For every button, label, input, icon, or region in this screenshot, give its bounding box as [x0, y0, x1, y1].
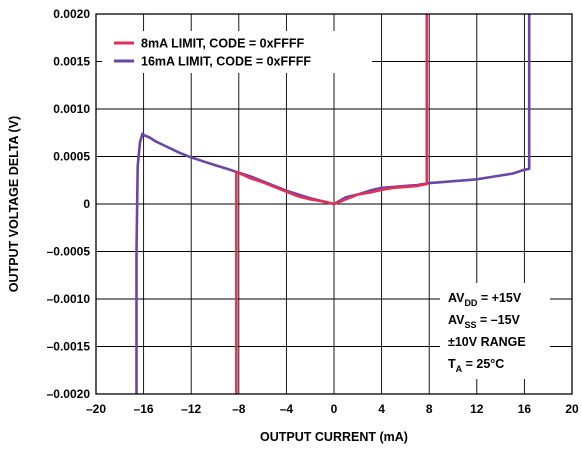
legend-label-16ma: 16mA LIMIT, CODE = 0xFFFF [141, 55, 311, 69]
x-tick-label: 16 [518, 402, 532, 416]
y-tick-label: 0.0005 [53, 150, 90, 164]
y-tick-label: –0.0020 [47, 387, 91, 401]
y-tick-label: –0.0005 [47, 245, 91, 259]
x-tick-label: 4 [378, 402, 385, 416]
conditions-box: AVDD = +15V AVSS = –15V ±10V RANGE TA = 25°… [440, 283, 550, 379]
series-lines [135, 14, 531, 394]
x-tick-labels: –20 –16 –12 –8 –4 0 4 8 12 16 20 [86, 402, 579, 416]
condition-line: AVDD = +15V [448, 291, 522, 308]
series-line-0 [235, 14, 429, 394]
x-tick-label: 8 [426, 402, 433, 416]
condition-line: TA = 25°C [448, 357, 504, 374]
conditions-background [440, 283, 550, 379]
y-tick-labels: 0.0020 0.0015 0.0010 0.0005 0 –0.0005 –0.0010 –… [47, 7, 91, 401]
legend: 8mA LIMIT, CODE = 0xFFFF 16mA LIMIT, COD… [102, 31, 372, 73]
plot-frame [95, 13, 573, 395]
x-tick-label: –8 [232, 402, 246, 416]
condition-line: AVSS = –15V [448, 313, 521, 330]
y-axis-label: OUTPUT VOLTAGE DELTA (V) [7, 116, 21, 292]
legend-box [102, 31, 372, 73]
y-tick-label: 0.0015 [53, 55, 90, 69]
y-tick-label: 0 [83, 197, 90, 211]
x-tick-label: 20 [565, 402, 579, 416]
y-tick-label: 0.0010 [53, 102, 90, 116]
legend-label-8ma: 8mA LIMIT, CODE = 0xFFFF [141, 37, 304, 51]
x-tick-label: –4 [280, 402, 294, 416]
x-tick-label: 12 [470, 402, 484, 416]
x-tick-label: 0 [331, 402, 338, 416]
x-tick-label: –12 [181, 402, 201, 416]
x-tick-label: –20 [86, 402, 106, 416]
y-tick-label: 0.0020 [53, 7, 90, 21]
x-tick-label: –16 [134, 402, 154, 416]
y-tick-label: –0.0010 [47, 292, 91, 306]
x-axis-label: OUTPUT CURRENT (mA) [260, 430, 408, 444]
condition-line: ±10V RANGE [448, 335, 526, 349]
y-tick-label: –0.0015 [47, 340, 91, 354]
conditions-lines: AVDD = +15V AVSS = –15V ±10V RANGE TA = 25°… [448, 291, 526, 374]
